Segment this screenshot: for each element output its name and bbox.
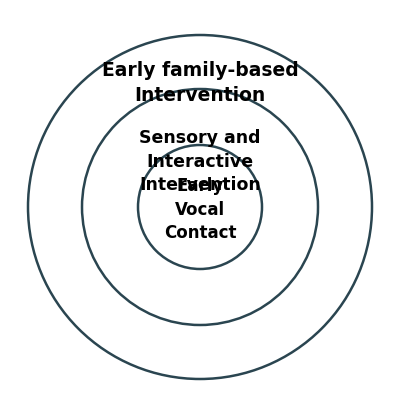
Text: Early
Vocal
Contact: Early Vocal Contact bbox=[164, 177, 236, 242]
Text: Early family-based
Intervention: Early family-based Intervention bbox=[102, 61, 298, 105]
Text: Sensory and
Interactive
Intervention: Sensory and Interactive Intervention bbox=[139, 129, 261, 194]
